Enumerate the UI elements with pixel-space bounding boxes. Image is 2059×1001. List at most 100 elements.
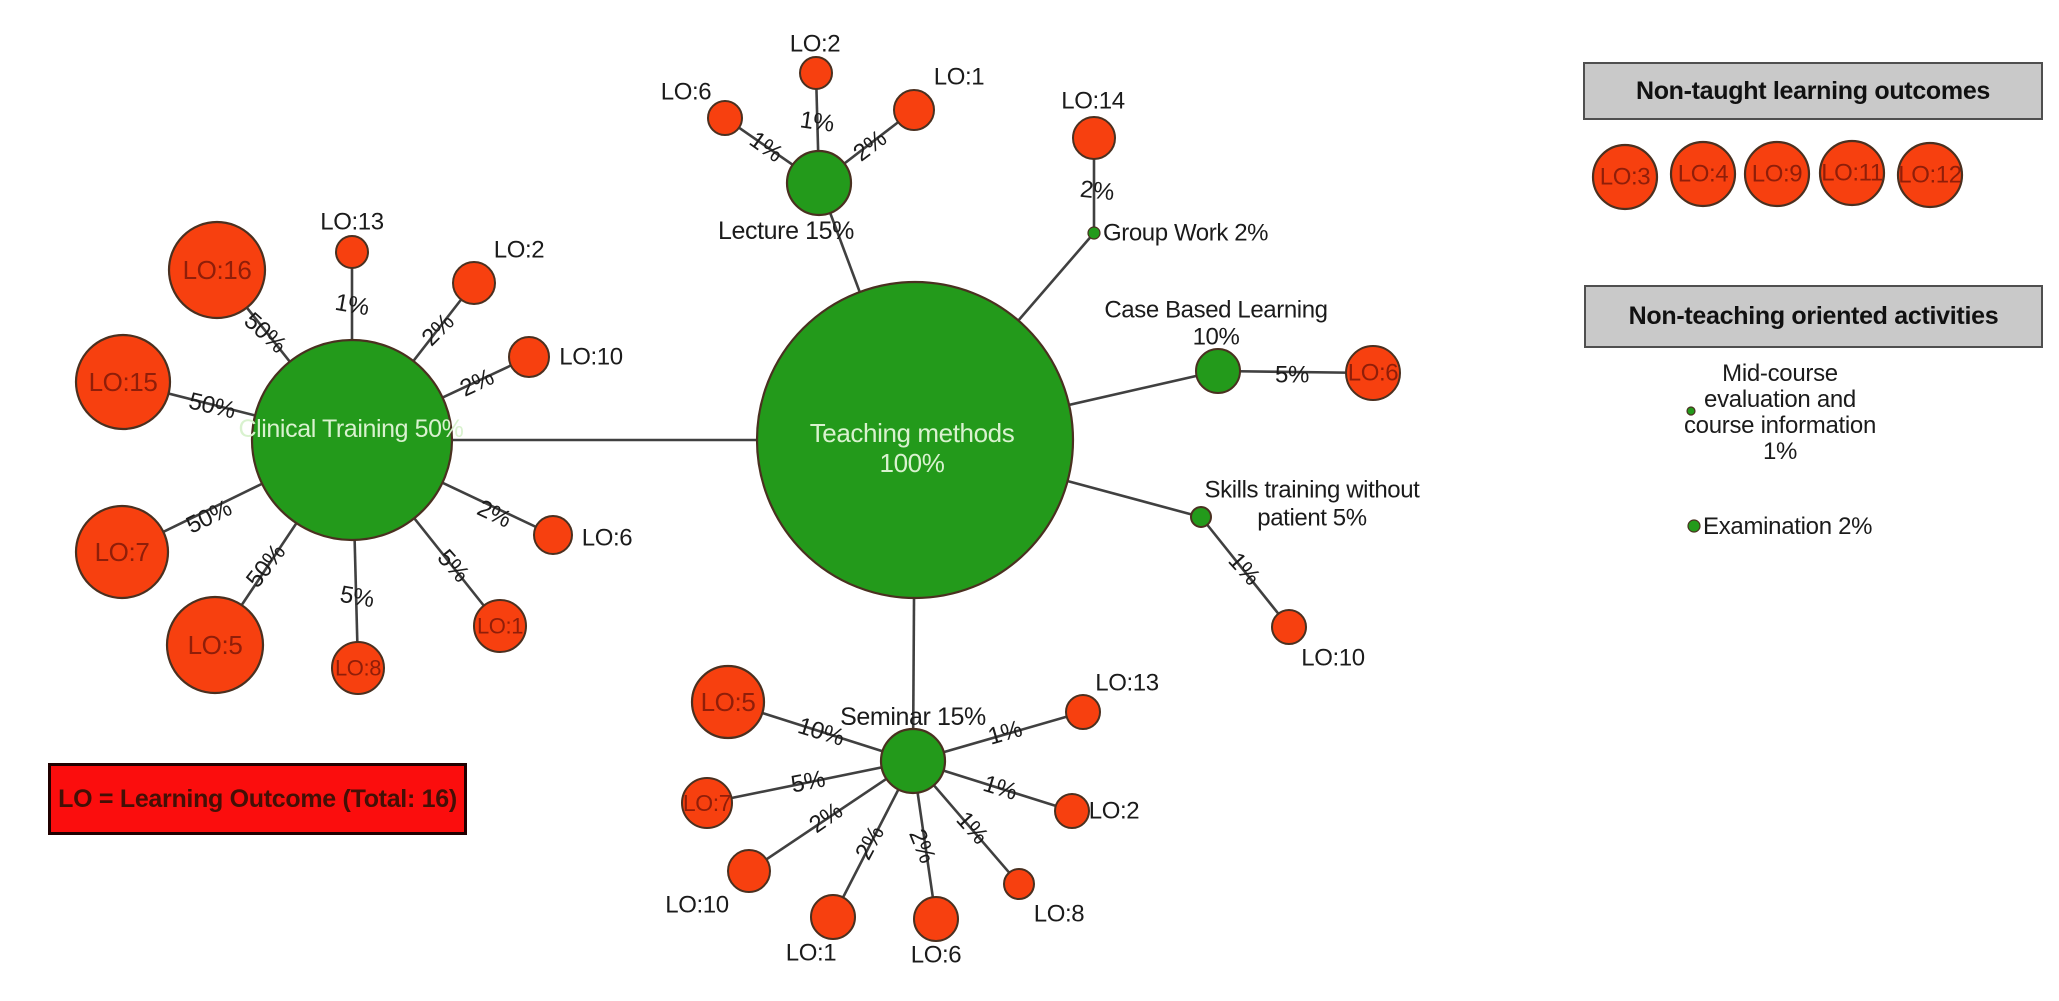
node-lo4-panel bbox=[1669, 140, 1737, 208]
non-taught-header-label: Non-taught learning outcomes bbox=[1635, 76, 1991, 105]
node-lo2-clinical bbox=[452, 261, 496, 305]
label-lo10-skills: LO:10 bbox=[1301, 645, 1364, 672]
non-teaching-header-box: Non-teaching oriented activities bbox=[1584, 285, 2043, 348]
label-lo10-seminar: LO:10 bbox=[665, 892, 728, 919]
non-teaching-header-label: Non-teaching oriented activities bbox=[1628, 302, 1999, 330]
node-lo6-lecture bbox=[707, 100, 743, 136]
legend-box: LO = Learning Outcome (Total: 16) bbox=[48, 763, 467, 835]
edge-label-clinical-lo13-clinical: 1% bbox=[333, 289, 371, 321]
node-teaching bbox=[755, 280, 1075, 600]
label-lo4-panel: LO:4 bbox=[1678, 161, 1728, 188]
label-lo2-lecture: LO:2 bbox=[790, 31, 840, 58]
label-lo12-panel: LO:12 bbox=[1898, 162, 1961, 189]
label-lo6-lecture: LO:6 bbox=[661, 79, 711, 106]
edge-label-lecture-lo2-lecture: 1% bbox=[798, 106, 835, 137]
edge-label-clinical-lo5-clinical: 50% bbox=[241, 539, 291, 593]
node-lo13-seminar bbox=[1065, 694, 1101, 730]
edge-label-clinical-lo16-clinical: 50% bbox=[239, 307, 292, 358]
node-case-based bbox=[1195, 348, 1241, 394]
midcourse-line-2: evaluation and bbox=[1704, 386, 1856, 413]
node-lo2-lecture bbox=[799, 56, 833, 90]
label-lo1-seminar: LO:1 bbox=[786, 940, 836, 967]
edge-label-clinical-lo1-clinical: 5% bbox=[432, 544, 475, 587]
non-taught-header-box: Non-taught learning outcomes bbox=[1583, 62, 2043, 120]
edge-skills-lo10-skills bbox=[1199, 516, 1291, 628]
label-lo7-seminar: LO:7 bbox=[683, 790, 731, 816]
node-lo9-panel bbox=[1743, 140, 1811, 208]
edge-label-clinical-lo8-clinical: 5% bbox=[338, 581, 376, 613]
label-lo15-clinical: LO:15 bbox=[89, 367, 158, 397]
label-lo16-clinical: LO:16 bbox=[183, 255, 252, 285]
midcourse-line-4: 1% bbox=[1762, 438, 1798, 465]
edge-label-clinical-lo10-clinical: 2% bbox=[456, 364, 498, 403]
node-lo7-seminar bbox=[681, 777, 733, 829]
node-examination-dot bbox=[1687, 519, 1701, 533]
label-skills-2: patient 5% bbox=[1257, 505, 1366, 532]
label-lo1-lecture: LO:1 bbox=[934, 64, 984, 91]
edge-label-lecture-lo6-lecture: 1% bbox=[744, 126, 787, 168]
label-lo11-panel: LO:11 bbox=[1821, 160, 1883, 187]
label-teaching-1: Teaching methods bbox=[810, 418, 1015, 448]
node-lo1-lecture bbox=[893, 89, 935, 131]
legend-label: LO = Learning Outcome (Total: 16) bbox=[58, 784, 457, 813]
label-lo10-clinical: LO:10 bbox=[559, 344, 622, 371]
node-lo10-skills bbox=[1271, 609, 1307, 645]
node-lo1-clinical bbox=[473, 599, 527, 653]
label-lo7-clinical: LO:7 bbox=[95, 537, 150, 567]
label-lecture: Lecture 15% bbox=[718, 217, 854, 245]
label-lo5-clinical: LO:5 bbox=[188, 630, 243, 660]
node-lo7-clinical bbox=[74, 504, 170, 600]
node-skills bbox=[1190, 506, 1212, 528]
label-teaching-2: 100% bbox=[880, 448, 945, 478]
node-lo12-panel bbox=[1896, 141, 1964, 209]
edge-seminar-lo7-seminar bbox=[706, 759, 914, 805]
midcourse-evaluation-label: Mid-course evaluation and course informa… bbox=[1655, 361, 1905, 465]
label-seminar: Seminar 15% bbox=[840, 703, 986, 731]
label-lo2-seminar: LO:2 bbox=[1089, 798, 1139, 825]
node-midcourse-dot bbox=[1686, 406, 1696, 416]
node-lo10-clinical bbox=[508, 336, 550, 378]
node-lo5-seminar bbox=[690, 664, 766, 740]
node-lo1-seminar bbox=[810, 894, 856, 940]
examination-label: Examination 2% bbox=[1703, 513, 1873, 540]
node-lo6-case bbox=[1345, 345, 1401, 401]
label-lo2-clinical: LO:2 bbox=[494, 237, 544, 264]
edge-label-clinical-lo15-clinical: 50% bbox=[186, 388, 238, 425]
node-group-work bbox=[1087, 226, 1101, 240]
node-lo16-clinical bbox=[167, 220, 267, 320]
node-lo10-seminar bbox=[727, 849, 771, 893]
node-lo13-clinical bbox=[335, 235, 369, 269]
label-lo6-clinical: LO:6 bbox=[582, 525, 632, 552]
label-lo5-seminar: LO:5 bbox=[701, 687, 756, 717]
node-lo3-panel bbox=[1591, 143, 1659, 211]
edge-label-seminar-lo7-seminar: 5% bbox=[789, 766, 827, 799]
label-group-work: Group Work 2% bbox=[1103, 220, 1268, 247]
label-skills-1: Skills training without bbox=[1205, 477, 1421, 504]
edge-label-seminar-lo13-seminar: 1% bbox=[985, 715, 1025, 750]
label-lo14-group: LO:14 bbox=[1061, 88, 1124, 115]
edge-label-seminar-lo2-seminar: 1% bbox=[980, 770, 1020, 806]
edge-label-case-based-lo6-case: 5% bbox=[1275, 362, 1309, 389]
label-lo6-case: LO:6 bbox=[1348, 360, 1398, 387]
label-case-based-2: 10% bbox=[1193, 324, 1240, 351]
label-lo1-clinical: LO:1 bbox=[477, 614, 523, 639]
label-lo13-seminar: LO:13 bbox=[1095, 670, 1158, 697]
node-lo8-clinical bbox=[331, 641, 385, 695]
midcourse-line-3: course information bbox=[1683, 412, 1877, 439]
label-case-based-1: Case Based Learning bbox=[1104, 297, 1327, 324]
node-lo15-clinical bbox=[74, 333, 172, 431]
node-clinical bbox=[250, 338, 454, 542]
label-lo9-panel: LO:9 bbox=[1752, 161, 1802, 188]
node-seminar bbox=[879, 727, 947, 795]
edge-label-seminar-lo6-seminar: 2% bbox=[903, 825, 941, 867]
node-lo6-seminar bbox=[913, 896, 959, 942]
node-lo6-clinical bbox=[533, 515, 573, 555]
node-lecture bbox=[785, 149, 853, 217]
midcourse-line-1: Mid-course bbox=[1722, 360, 1838, 387]
label-lo13-clinical: LO:13 bbox=[320, 209, 383, 236]
edge-label-group-work-lo14-group: 2% bbox=[1079, 176, 1116, 206]
node-lo5-clinical bbox=[165, 595, 265, 695]
node-lo11-panel bbox=[1818, 139, 1886, 207]
